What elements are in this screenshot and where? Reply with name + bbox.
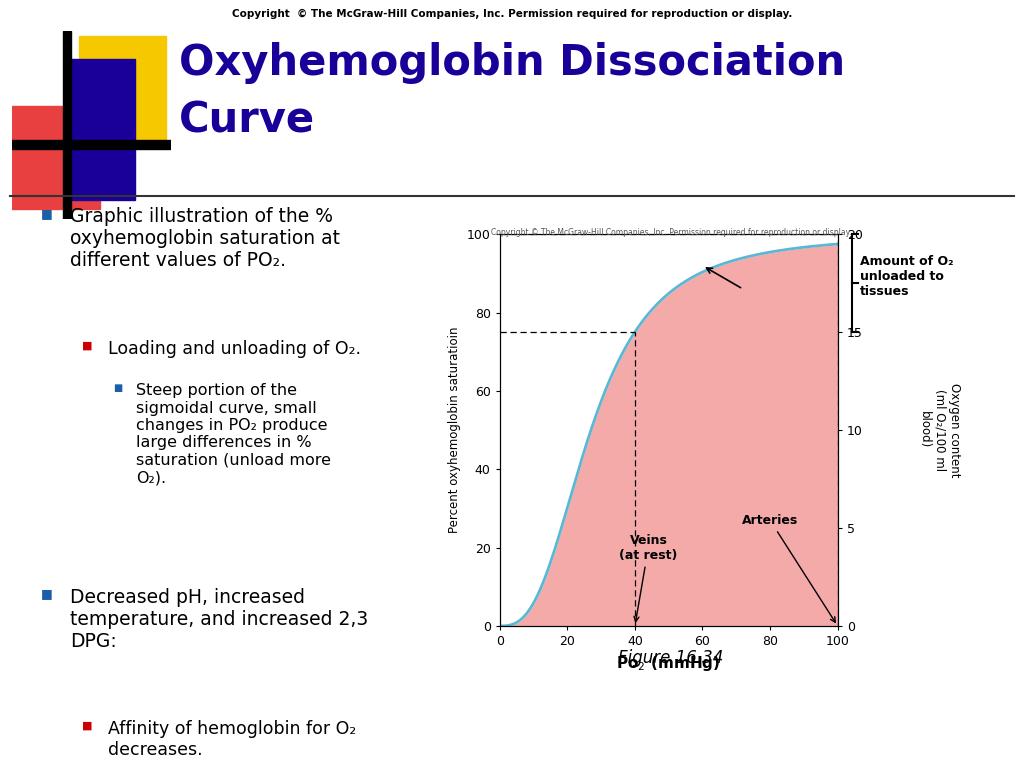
Text: Affinity of hemoglobin for O₂
decreases.: Affinity of hemoglobin for O₂ decreases. [108, 720, 355, 760]
Text: ■: ■ [113, 383, 122, 393]
Text: Arteries: Arteries [742, 514, 836, 622]
Bar [12, 106, 99, 210]
Text: Decreased pH, increased
temperature, and increased 2,3
DPG:: Decreased pH, increased temperature, and… [70, 588, 368, 650]
Y-axis label: Oxygen content
(ml O₂/100 ml
blood): Oxygen content (ml O₂/100 ml blood) [919, 382, 962, 478]
Text: ■: ■ [82, 720, 92, 730]
Text: Curve: Curve [179, 100, 315, 142]
Text: Oxyhemoglobin Dissociation: Oxyhemoglobin Dissociation [179, 42, 846, 84]
Text: Loading and unloading of O₂.: Loading and unloading of O₂. [108, 340, 360, 358]
Text: Figure 16.34: Figure 16.34 [618, 649, 723, 667]
Bar [63, 31, 71, 219]
Text: Copyright  © The McGraw-Hill Companies, Inc. Permission required for reproductio: Copyright © The McGraw-Hill Companies, I… [231, 9, 793, 19]
Text: ■: ■ [41, 207, 52, 220]
Bar [12, 140, 171, 149]
Y-axis label: Percent oxyhemoglobin saturatioin: Percent oxyhemoglobin saturatioin [449, 327, 461, 533]
Text: ■: ■ [82, 340, 92, 350]
Text: Veins
(at rest): Veins (at rest) [620, 534, 678, 621]
X-axis label: Po$_2$ (mmHg): Po$_2$ (mmHg) [616, 654, 721, 673]
Bar [68, 59, 134, 200]
Text: Copyright © The McGraw-Hill Companies, Inc. Permission required for reproduction: Copyright © The McGraw-Hill Companies, I… [490, 228, 851, 237]
Text: ■: ■ [41, 588, 52, 601]
Text: Amount of O₂
unloaded to
tissues: Amount of O₂ unloaded to tissues [860, 255, 953, 298]
Text: Graphic illustration of the %
oxyhemoglobin saturation at
different values of PO: Graphic illustration of the % oxyhemoglo… [70, 207, 340, 270]
Bar [79, 36, 166, 140]
Text: Steep portion of the
sigmoidal curve, small
changes in PO₂ produce
large differe: Steep portion of the sigmoidal curve, sm… [136, 383, 331, 485]
